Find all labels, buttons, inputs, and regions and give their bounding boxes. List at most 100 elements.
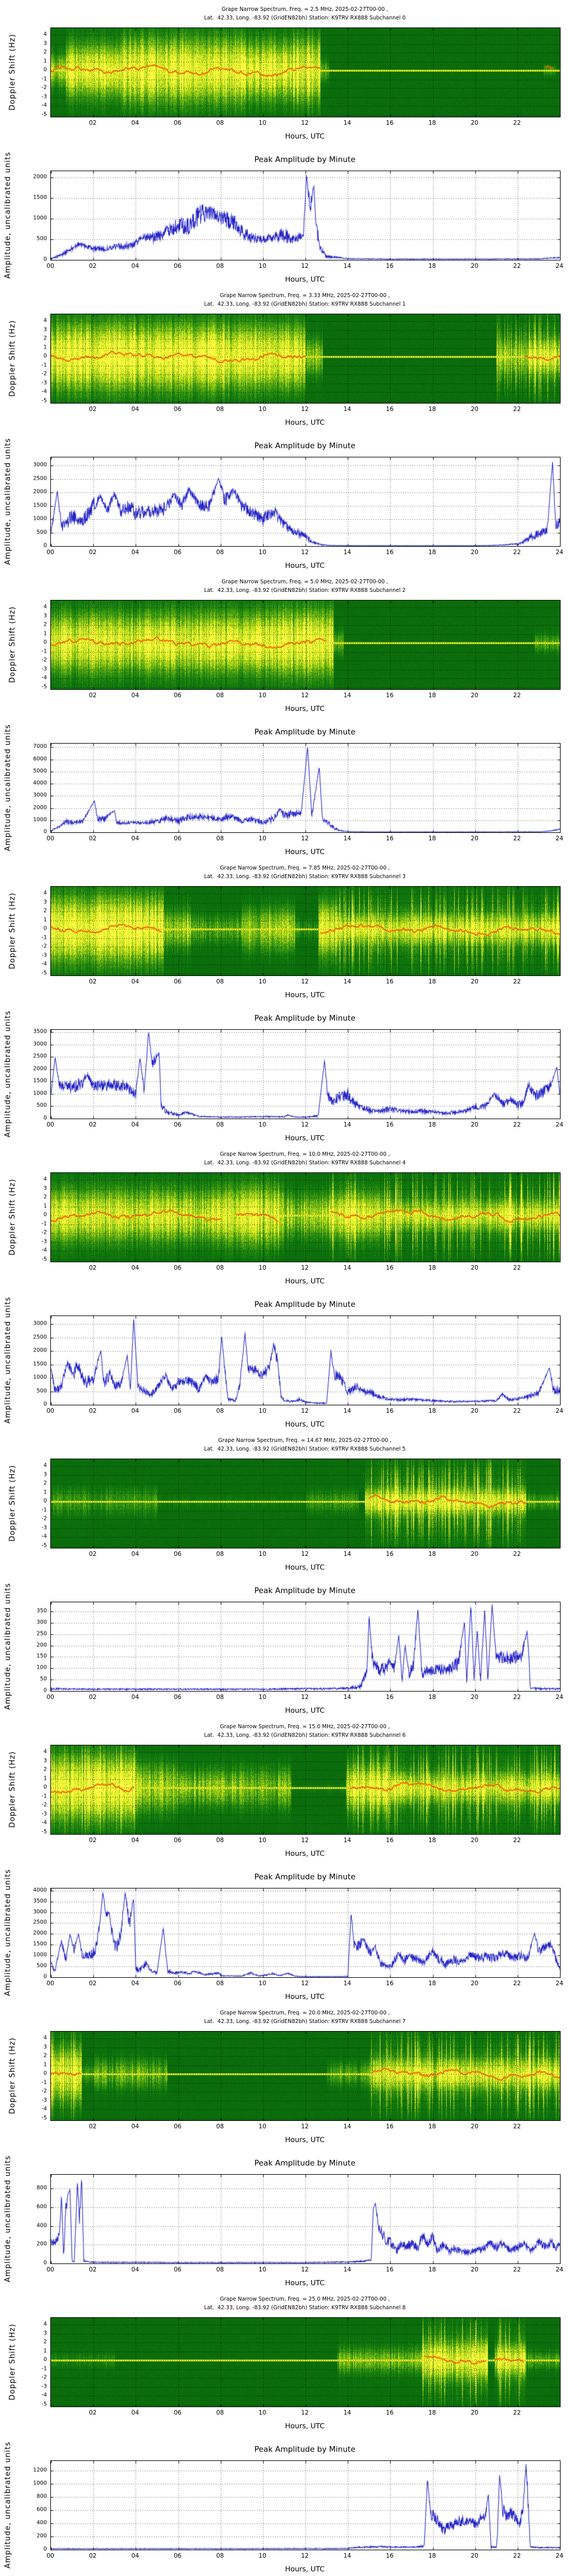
y-tick-label: 2500 xyxy=(33,1053,47,1060)
plot-area xyxy=(50,600,561,690)
y-tick-label: -2 xyxy=(41,1229,47,1236)
y-tick-label: -4 xyxy=(41,2392,47,2399)
spectrogram-canvas xyxy=(51,887,560,975)
x-axis-label: Hours, UTC xyxy=(285,704,325,713)
y-tick-label: -4 xyxy=(41,1247,47,1254)
spectrogram-figure-7: Grape Narrow Spectrum, Freq. = 20.0 MHz,… xyxy=(0,2004,572,2147)
y-tick-label: 1000 xyxy=(33,215,47,222)
x-tick-label: 10 xyxy=(259,2409,267,2416)
spectrogram-canvas xyxy=(51,1745,560,1834)
y-tick-label: -4 xyxy=(41,388,47,395)
y-tick-label: 2 xyxy=(43,2338,47,2345)
y-tick-label: 1 xyxy=(43,1203,47,1210)
y-tick-label: -3 xyxy=(41,2383,47,2390)
x-tick-label: 02 xyxy=(89,2266,97,2273)
y-tick-label: 2 xyxy=(43,2052,47,2059)
x-tick-label: 10 xyxy=(259,1121,267,1128)
spectrogram-title-line2: Lat. 42.33, Long. -83.92 (GridEN82bh) St… xyxy=(204,2018,406,2025)
spectrogram-title-line1: Grape Narrow Spectrum, Freq. = 20.0 MHz,… xyxy=(220,2010,390,2016)
x-axis-label: Hours, UTC xyxy=(285,1706,325,1714)
x-tick-label: 08 xyxy=(216,406,224,413)
y-tick-label: 800 xyxy=(36,2184,47,2191)
spectrogram-title-line2: Lat. 42.33, Long. -83.92 (GridEN82bh) St… xyxy=(204,1446,406,1452)
x-tick-label: 24 xyxy=(555,2553,563,2559)
x-tick-label: 20 xyxy=(470,1121,479,1128)
y-tick-label: 1 xyxy=(43,58,47,65)
amplitude-figure-6: Peak Amplitude by Minute Amplitude, uncal… xyxy=(0,1860,572,2004)
x-tick-label: 10 xyxy=(259,406,267,413)
x-tick-label: 08 xyxy=(216,692,224,699)
x-tick-label: 20 xyxy=(470,406,479,413)
x-tick-label: 20 xyxy=(470,549,479,556)
amplitude-canvas xyxy=(51,457,560,546)
x-axis-label: Hours, UTC xyxy=(285,275,325,283)
x-tick-label: 10 xyxy=(259,1551,267,1558)
y-tick-label: 1 xyxy=(43,1489,47,1496)
x-tick-label: 14 xyxy=(343,1551,351,1558)
amplitude-axis-label: Amplitude, uncalibrated units xyxy=(3,724,13,851)
amplitude-title: Peak Amplitude by Minute xyxy=(254,2445,356,2454)
y-tick-label: 3 xyxy=(43,2044,47,2050)
x-tick-label: 20 xyxy=(470,263,479,270)
x-tick-label: 16 xyxy=(386,1121,394,1128)
x-tick-label: 18 xyxy=(428,2123,436,2130)
y-tick-label: 2000 xyxy=(33,804,47,811)
x-tick-label: 12 xyxy=(301,549,309,556)
y-tick-label: 3 xyxy=(43,899,47,906)
x-tick-label: 02 xyxy=(89,1265,97,1271)
amplitude-figure-4: Peak Amplitude by Minute Amplitude, uncal… xyxy=(0,1288,572,1431)
x-tick-label: 06 xyxy=(173,1837,182,1844)
amplitude-title: Peak Amplitude by Minute xyxy=(254,1586,356,1595)
x-tick-label: 24 xyxy=(555,1408,563,1415)
plot-area xyxy=(50,886,561,976)
y-tick-label: 4 xyxy=(43,2321,47,2328)
y-tick-label: 600 xyxy=(36,2203,47,2210)
plot-area xyxy=(50,1888,561,1978)
spectrogram-title-line1: Grape Narrow Spectrum, Freq. = 15.0 MHz,… xyxy=(220,1724,390,1730)
x-tick-label: 16 xyxy=(386,1837,394,1844)
x-tick-label: 16 xyxy=(386,1980,394,1987)
x-tick-label: 02 xyxy=(89,1121,97,1128)
x-tick-label: 02 xyxy=(89,263,97,270)
x-tick-label: 16 xyxy=(386,1694,394,1701)
y-tick-label: 1500 xyxy=(33,502,47,509)
x-tick-label: 08 xyxy=(216,1837,224,1844)
x-tick-label: 16 xyxy=(386,1265,394,1271)
x-tick-label: 10 xyxy=(259,2123,267,2130)
y-tick-label: 2000 xyxy=(33,1347,47,1354)
x-tick-label: 14 xyxy=(343,1265,351,1271)
x-tick-label: 12 xyxy=(301,692,309,699)
x-tick-label: 12 xyxy=(301,978,309,985)
amplitude-axis-label: Amplitude, uncalibrated units xyxy=(3,437,13,565)
x-tick-label: 22 xyxy=(513,1694,521,1701)
x-tick-label: 18 xyxy=(428,549,436,556)
y-tick-label: 1000 xyxy=(33,816,47,823)
y-tick-label: 500 xyxy=(36,1388,47,1394)
x-tick-label: 20 xyxy=(470,1837,479,1844)
amplitude-axis-label: Amplitude, uncalibrated units xyxy=(3,2155,13,2282)
amplitude-title: Peak Amplitude by Minute xyxy=(254,155,356,164)
y-tick-label: 7000 xyxy=(33,743,47,750)
x-tick-label: 14 xyxy=(343,549,351,556)
x-tick-label: 04 xyxy=(131,835,140,842)
y-tick-label: 200 xyxy=(36,1642,47,1648)
y-tick-label: -4 xyxy=(41,674,47,681)
spectrogram-title-line1: Grape Narrow Spectrum, Freq. = 10.0 MHz,… xyxy=(220,1151,390,1157)
x-tick-label: 12 xyxy=(301,1408,309,1415)
y-tick-label: 100 xyxy=(36,1664,47,1671)
x-tick-label: 08 xyxy=(216,120,224,127)
doppler-axis-label: Doppler Shift (Hz) xyxy=(8,606,17,683)
y-tick-label: 3 xyxy=(43,1471,47,1478)
x-tick-label: 08 xyxy=(216,978,224,985)
x-tick-label: 16 xyxy=(386,263,394,270)
x-axis-label: Hours, UTC xyxy=(285,1133,325,1142)
y-tick-label: 0 xyxy=(43,2259,47,2266)
y-tick-label: -3 xyxy=(41,952,47,959)
y-tick-label: 3 xyxy=(43,326,47,333)
x-tick-label: 22 xyxy=(513,549,521,556)
x-tick-label: 08 xyxy=(216,2553,224,2559)
y-tick-label: 1200 xyxy=(33,2467,47,2474)
spectrogram-title-line1: Grape Narrow Spectrum, Freq. = 25.0 MHz,… xyxy=(220,2296,390,2302)
x-tick-label: 04 xyxy=(131,1265,140,1271)
